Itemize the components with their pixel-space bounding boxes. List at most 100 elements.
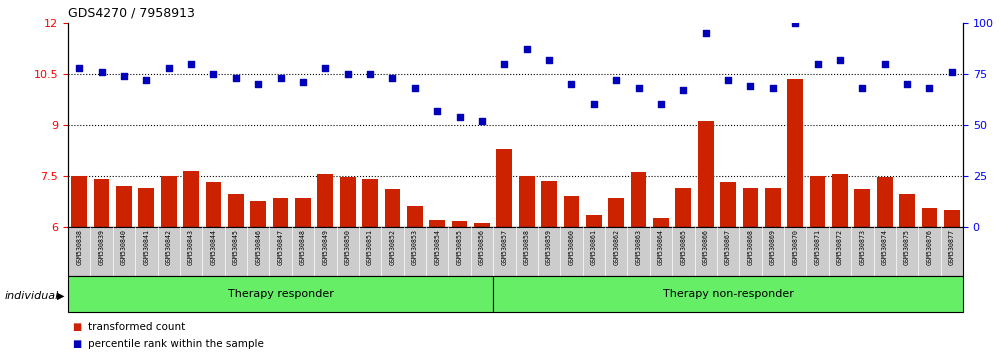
Bar <box>206 182 221 227</box>
Text: percentile rank within the sample: percentile rank within the sample <box>88 339 264 349</box>
Bar <box>362 179 378 227</box>
Bar <box>385 189 400 227</box>
Text: GSM530855: GSM530855 <box>457 229 463 265</box>
Text: GSM530876: GSM530876 <box>926 229 932 265</box>
Bar <box>71 176 87 227</box>
Bar <box>228 194 244 227</box>
Point <box>698 30 714 36</box>
Text: GSM530875: GSM530875 <box>904 229 910 265</box>
Text: GSM530866: GSM530866 <box>703 229 709 265</box>
Text: GSM530848: GSM530848 <box>300 229 306 265</box>
Point <box>205 71 221 77</box>
Text: GSM530867: GSM530867 <box>725 229 731 265</box>
Text: GSM530857: GSM530857 <box>501 229 507 265</box>
Point <box>765 85 781 91</box>
Point <box>519 47 535 52</box>
Text: GSM530865: GSM530865 <box>680 229 686 265</box>
Bar <box>810 176 825 227</box>
Point <box>854 85 870 91</box>
Bar <box>295 198 311 227</box>
Text: ▶: ▶ <box>57 291 64 301</box>
Point <box>452 114 468 120</box>
Text: GSM530859: GSM530859 <box>546 229 552 265</box>
Text: Therapy responder: Therapy responder <box>228 289 334 299</box>
Text: GSM530852: GSM530852 <box>389 229 395 265</box>
Bar <box>653 218 669 227</box>
Bar <box>675 188 691 227</box>
Text: GSM530862: GSM530862 <box>613 229 619 265</box>
Bar <box>564 196 579 227</box>
Bar <box>161 176 177 227</box>
Text: GSM530856: GSM530856 <box>479 229 485 265</box>
Point <box>787 20 803 26</box>
Point <box>742 83 758 89</box>
Point <box>407 85 423 91</box>
Bar <box>698 121 714 227</box>
Bar <box>68 276 493 312</box>
Bar <box>429 220 445 227</box>
Point <box>384 75 400 81</box>
Point <box>273 75 289 81</box>
Point <box>161 65 177 71</box>
Bar <box>854 189 870 227</box>
Text: GSM530870: GSM530870 <box>792 229 798 265</box>
Point <box>944 69 960 75</box>
Bar <box>541 181 557 227</box>
Bar <box>720 182 736 227</box>
Bar <box>183 171 199 227</box>
Point <box>496 61 512 67</box>
Bar <box>452 222 467 227</box>
Point <box>362 71 378 77</box>
Point <box>228 75 244 81</box>
Point <box>810 61 826 67</box>
Bar <box>250 201 266 227</box>
Bar <box>94 179 109 227</box>
Bar <box>407 206 423 227</box>
Text: GSM530877: GSM530877 <box>949 229 955 265</box>
Bar <box>743 188 758 227</box>
Bar <box>116 186 132 227</box>
Text: GSM530860: GSM530860 <box>568 229 574 265</box>
Bar <box>765 188 781 227</box>
Point <box>474 118 490 124</box>
Bar <box>138 188 154 227</box>
Text: GSM530841: GSM530841 <box>143 229 149 265</box>
Bar <box>273 198 288 227</box>
Bar <box>608 198 624 227</box>
Text: GSM530872: GSM530872 <box>837 229 843 265</box>
Text: transformed count: transformed count <box>88 322 185 332</box>
Text: GSM530839: GSM530839 <box>99 229 105 265</box>
Point <box>541 57 557 63</box>
Text: GSM530873: GSM530873 <box>859 229 865 265</box>
Point <box>94 69 110 75</box>
Text: Therapy non-responder: Therapy non-responder <box>663 289 794 299</box>
Text: GSM530844: GSM530844 <box>210 229 216 265</box>
Text: GSM530843: GSM530843 <box>188 229 194 265</box>
Point <box>71 65 87 71</box>
Text: GSM530861: GSM530861 <box>591 229 597 265</box>
Text: GSM530849: GSM530849 <box>322 229 328 265</box>
Bar <box>787 79 803 227</box>
Text: GSM530858: GSM530858 <box>524 229 530 265</box>
Point <box>183 61 199 67</box>
Bar <box>832 174 848 227</box>
Point <box>653 102 669 107</box>
Bar <box>317 174 333 227</box>
Point <box>563 81 579 87</box>
Text: individual: individual <box>5 291 59 301</box>
Text: GSM530847: GSM530847 <box>278 229 284 265</box>
Bar <box>340 177 356 227</box>
Text: GSM530853: GSM530853 <box>412 229 418 265</box>
Point <box>250 81 266 87</box>
Text: GSM530874: GSM530874 <box>882 229 888 265</box>
Text: GSM530846: GSM530846 <box>255 229 261 265</box>
Bar <box>944 210 960 227</box>
Point <box>340 71 356 77</box>
Bar <box>474 223 490 227</box>
Point <box>317 65 333 71</box>
Bar <box>631 172 646 227</box>
Point <box>138 77 154 83</box>
Text: GSM530864: GSM530864 <box>658 229 664 265</box>
Text: GSM530851: GSM530851 <box>367 229 373 265</box>
Bar <box>877 177 893 227</box>
